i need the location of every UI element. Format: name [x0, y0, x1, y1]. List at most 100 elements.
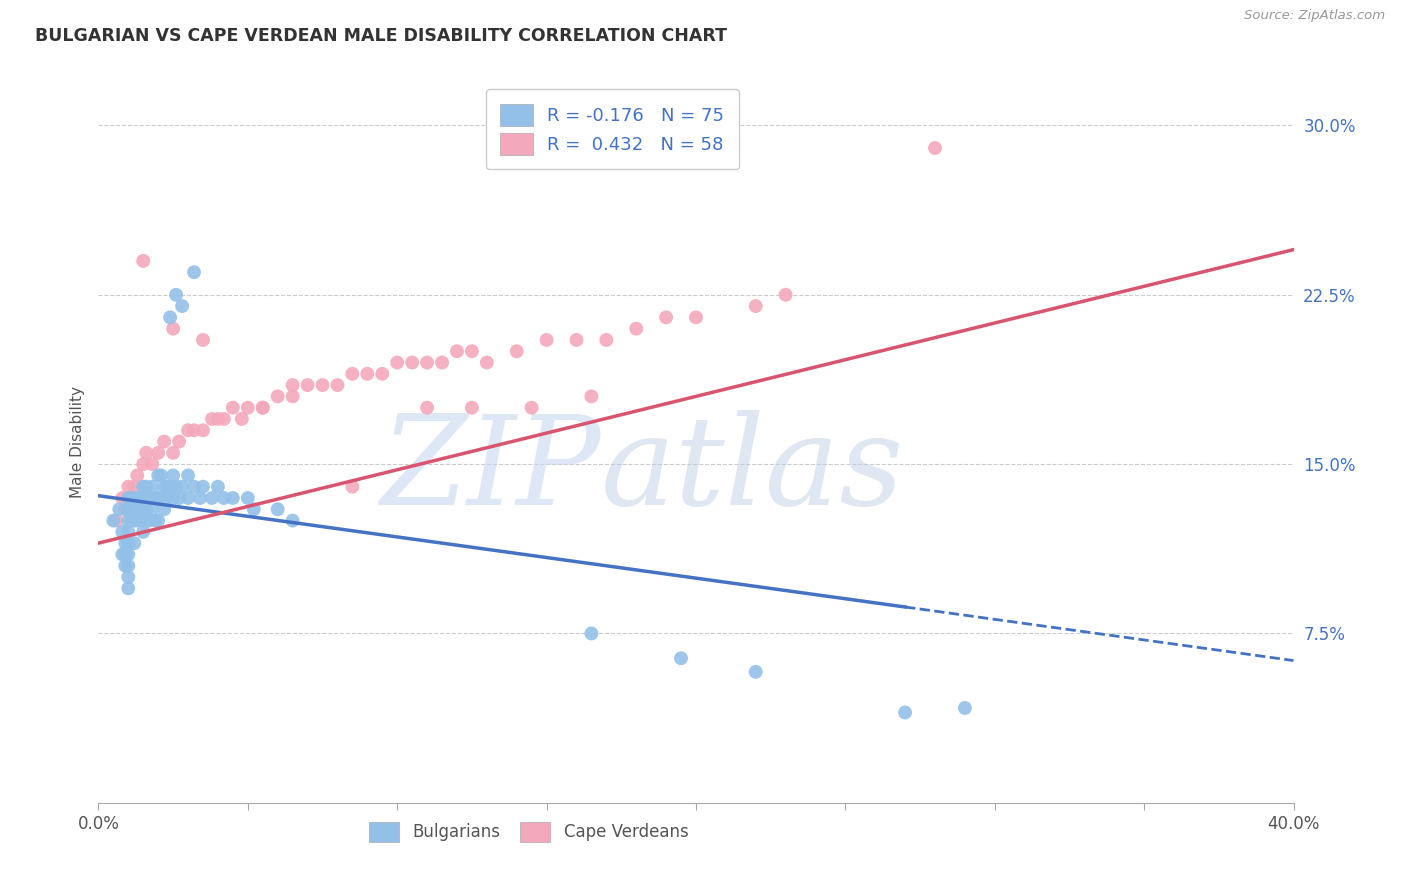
Point — [201, 412, 224, 426]
Point — [894, 706, 917, 720]
Point — [132, 491, 155, 505]
Point — [127, 468, 149, 483]
Point — [924, 141, 946, 155]
Point — [191, 423, 214, 437]
Point — [159, 310, 181, 325]
Point — [536, 333, 558, 347]
Point — [135, 480, 157, 494]
Point — [135, 446, 157, 460]
Point — [953, 701, 976, 715]
Point — [506, 344, 529, 359]
Point — [148, 514, 170, 528]
Point — [120, 491, 142, 505]
Point — [117, 502, 139, 516]
Point — [191, 333, 214, 347]
Point — [117, 570, 139, 584]
Point — [212, 412, 235, 426]
Point — [108, 502, 131, 516]
Point — [371, 367, 394, 381]
Point — [356, 367, 378, 381]
Point — [117, 536, 139, 550]
Point — [165, 287, 187, 301]
Point — [150, 468, 173, 483]
Point — [655, 310, 678, 325]
Point — [581, 389, 603, 403]
Point — [188, 491, 211, 505]
Point — [207, 480, 229, 494]
Point — [685, 310, 707, 325]
Point — [138, 491, 160, 505]
Point — [117, 502, 139, 516]
Point — [297, 378, 319, 392]
Point — [132, 524, 155, 539]
Point — [132, 253, 155, 268]
Point — [212, 491, 235, 505]
Point — [243, 502, 266, 516]
Point — [475, 355, 498, 369]
Point — [127, 491, 149, 505]
Point — [401, 355, 423, 369]
Legend: Bulgarians, Cape Verdeans: Bulgarians, Cape Verdeans — [363, 815, 695, 848]
Text: BULGARIAN VS CAPE VERDEAN MALE DISABILITY CORRELATION CHART: BULGARIAN VS CAPE VERDEAN MALE DISABILIT… — [35, 27, 727, 45]
Point — [177, 491, 200, 505]
Point — [745, 665, 768, 679]
Point — [124, 536, 146, 550]
Point — [129, 491, 152, 505]
Point — [111, 524, 134, 539]
Point — [207, 412, 229, 426]
Point — [342, 480, 364, 494]
Text: ZIP: ZIP — [380, 409, 600, 532]
Point — [311, 378, 333, 392]
Point — [581, 626, 603, 640]
Point — [167, 491, 190, 505]
Point — [111, 548, 134, 562]
Point — [141, 502, 163, 516]
Point — [117, 514, 139, 528]
Point — [135, 502, 157, 516]
Point — [267, 389, 290, 403]
Point — [201, 491, 224, 505]
Point — [231, 412, 253, 426]
Point — [148, 468, 170, 483]
Point — [117, 558, 139, 573]
Point — [177, 468, 200, 483]
Point — [430, 355, 453, 369]
Point — [162, 491, 184, 505]
Point — [127, 514, 149, 528]
Point — [124, 502, 146, 516]
Point — [565, 333, 588, 347]
Point — [148, 491, 170, 505]
Point — [114, 558, 136, 573]
Point — [132, 514, 155, 528]
Point — [156, 491, 179, 505]
Point — [129, 502, 152, 516]
Point — [183, 265, 205, 279]
Point — [416, 355, 439, 369]
Point — [461, 344, 484, 359]
Point — [132, 457, 155, 471]
Point — [775, 287, 797, 301]
Point — [153, 434, 176, 449]
Point — [103, 514, 125, 528]
Point — [141, 457, 163, 471]
Point — [114, 536, 136, 550]
Point — [153, 480, 176, 494]
Point — [446, 344, 468, 359]
Point — [191, 480, 214, 494]
Point — [595, 333, 617, 347]
Point — [461, 401, 484, 415]
Point — [114, 502, 136, 516]
Point — [156, 480, 179, 494]
Point — [117, 480, 139, 494]
Point — [138, 514, 160, 528]
Point — [326, 378, 349, 392]
Point — [172, 480, 194, 494]
Point — [222, 401, 245, 415]
Text: Source: ZipAtlas.com: Source: ZipAtlas.com — [1244, 9, 1385, 22]
Point — [385, 355, 409, 369]
Point — [183, 423, 205, 437]
Point — [120, 514, 142, 528]
Point — [143, 491, 166, 505]
Point — [172, 299, 194, 313]
Point — [132, 480, 155, 494]
